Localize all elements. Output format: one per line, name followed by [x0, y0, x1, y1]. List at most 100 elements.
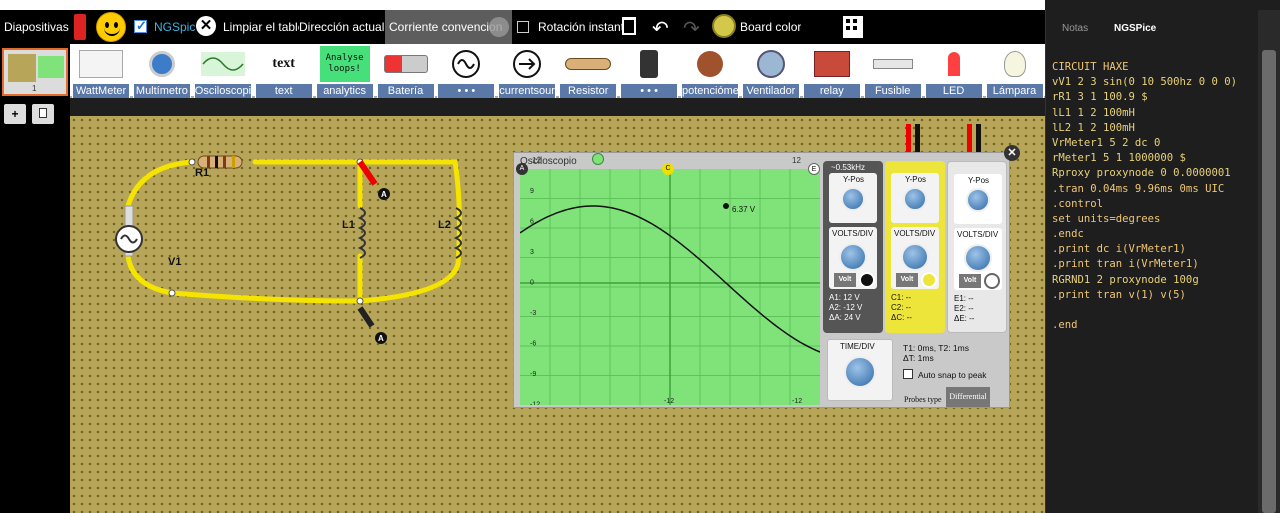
component-label: WattMeter — [73, 84, 129, 98]
component-resistor[interactable]: Resistor — [559, 44, 618, 98]
ch-e-ypos-knob[interactable] — [966, 188, 990, 212]
code-line: .print dc i(VrMeter1) — [1052, 243, 1186, 256]
ch-a-volts-label: VOLTS/DIV — [832, 229, 874, 238]
ch-c-volt-button[interactable]: Volt — [896, 273, 918, 287]
ch-a-volts-knob[interactable] — [839, 243, 867, 271]
component-lamp[interactable]: Lámpara — [985, 44, 1044, 98]
oscilloscope[interactable]: Osciloscopio 12 12 ✕ 6.37 V 9 6 3 0 -3 -6 -9 -1… — [513, 145, 1020, 408]
slide-thumbnail[interactable]: 1 — [2, 48, 68, 96]
board-color-icon[interactable] — [712, 14, 736, 38]
inductor-l2[interactable] — [453, 207, 462, 259]
code-line: .end — [1052, 319, 1078, 332]
ch-e-readout2: E2: -- — [954, 304, 974, 313]
ch-a-volt-button[interactable]: Volt — [834, 273, 856, 287]
ngspice-code[interactable]: CIRCUIT HAXE vV1 2 3 sin(0 10 500hz 0 0 0… — [1052, 60, 1252, 333]
code-line: .endc — [1052, 228, 1084, 241]
component-text[interactable]: text text — [254, 44, 313, 98]
component-battery[interactable]: Batería — [376, 44, 435, 98]
y-tick-label: -12 — [530, 402, 540, 406]
component-current-source[interactable]: currentsource — [498, 44, 557, 98]
fan-icon — [746, 46, 796, 82]
circuit-canvas[interactable]: R1 V1 L1 L2 A A — [70, 116, 1045, 513]
probe-red[interactable] — [357, 160, 390, 200]
component-label: Batería — [377, 84, 434, 98]
osc-settings-icon[interactable] — [592, 153, 604, 165]
ch-c-play-icon[interactable] — [921, 272, 937, 288]
l2-label: L2 — [438, 219, 451, 231]
ch-a-play-icon[interactable] — [859, 272, 875, 288]
ch-a-ypos-knob[interactable] — [841, 187, 865, 211]
channel-c-panel: Y-Pos VOLTS/DIV Volt C1: -- C2: -- ΔC: -… — [885, 161, 945, 333]
component-oscilloscope[interactable]: Osciloscopio — [193, 44, 252, 98]
timediv-knob[interactable] — [844, 356, 876, 388]
component-label: Osciloscopio — [194, 84, 251, 98]
current-direction-select[interactable]: Corriente convencional — [385, 10, 512, 44]
osc-close-icon[interactable]: ✕ — [1004, 145, 1020, 161]
differential-button[interactable]: Differential — [946, 387, 990, 407]
power-switch-icon[interactable] — [74, 14, 86, 40]
t-readout: T1: 0ms, T2: 1ms — [903, 343, 969, 353]
ch-e-ypos-box: Y-Pos — [954, 174, 1002, 224]
trash-icon[interactable] — [622, 17, 636, 35]
right-panel: Notas NGSPice — [1045, 10, 1257, 513]
component-multimeter[interactable]: Multímetro — [132, 44, 191, 98]
clear-board-button[interactable]: Limpiar el tablero — [223, 20, 299, 34]
osc-top-right: 12 — [792, 156, 801, 165]
wire-right-loop — [357, 159, 462, 304]
ch-c-readout1: C1: -- — [891, 293, 911, 302]
ch-c-volts-knob[interactable] — [901, 243, 929, 271]
component-label: text — [255, 84, 312, 98]
component-switch[interactable]: • • • — [620, 44, 679, 98]
ac-source-v1[interactable] — [115, 205, 143, 257]
component-analyse[interactable]: Analyse loops! analytics — [315, 44, 374, 98]
oscilloscope-icon — [198, 46, 248, 82]
top-strip — [0, 0, 1045, 10]
probe-black[interactable] — [357, 306, 387, 344]
relay-icon — [807, 46, 857, 82]
building-icon[interactable] — [843, 16, 863, 38]
scope-probe-plugs — [906, 124, 981, 152]
tab-ngspice[interactable]: NGSPice — [1114, 23, 1157, 34]
component-led[interactable]: LED — [924, 44, 983, 98]
tab-notas[interactable]: Notas — [1062, 23, 1089, 34]
slides-label: Diapositivas — [4, 20, 69, 34]
redo-icon[interactable]: ↷ — [683, 18, 700, 40]
scrollbar-thumb[interactable] — [1262, 50, 1276, 513]
osc-bottom-center: -12 — [664, 398, 674, 405]
resistor-r1[interactable] — [197, 155, 243, 169]
component-ac-source[interactable]: • • • — [437, 44, 496, 98]
fuse-icon — [868, 46, 918, 82]
channel-e-panel: Y-Pos VOLTS/DIV Volt E1: -- E2: -- ΔE: -… — [947, 161, 1007, 333]
rotation-checkbox[interactable] — [517, 21, 529, 33]
autosnap-checkbox[interactable] — [903, 369, 913, 379]
rotation-label: Rotación instantá — [538, 20, 622, 34]
ngspice-checkbox[interactable]: ✓ — [134, 18, 147, 33]
code-line: VrMeter1 5 2 dc 0 — [1052, 136, 1161, 149]
autosnap-label: Auto snap to peak — [918, 370, 987, 380]
duplicate-slide-icon[interactable] — [32, 104, 54, 124]
undo-icon[interactable]: ↶ — [652, 18, 669, 40]
ch-e-volts-box: VOLTS/DIV Volt — [954, 228, 1002, 290]
marker-c[interactable]: C — [662, 163, 674, 175]
ch-e-volt-button[interactable]: Volt — [959, 274, 981, 288]
component-fan[interactable]: Ventilador — [741, 44, 800, 98]
marker-a[interactable]: A — [516, 163, 528, 175]
add-slide-button[interactable]: + — [4, 104, 26, 124]
channel-a-panel: ~0.53kHz Y-Pos VOLTS/DIV Volt A1: 12 V A… — [823, 161, 883, 333]
component-wattmeter[interactable]: WattMeter — [72, 44, 130, 98]
board-color-button[interactable]: Board color — [740, 20, 802, 34]
ch-e-volts-knob[interactable] — [964, 244, 992, 272]
inductor-l1[interactable] — [357, 207, 366, 259]
ch-c-ypos-knob[interactable] — [903, 187, 927, 211]
component-label: Ventilador — [742, 84, 799, 98]
component-fuse[interactable]: Fusible — [863, 44, 922, 98]
smiley-icon[interactable] — [96, 12, 126, 42]
ngspice-label: NGSpice — [154, 20, 196, 34]
component-potentiometer[interactable]: potenciómetro — [681, 44, 739, 98]
marker-e[interactable]: E — [808, 163, 820, 175]
component-relay[interactable]: relay — [802, 44, 861, 98]
scrollbar[interactable] — [1258, 10, 1280, 513]
slide-number: 1 — [32, 84, 37, 93]
clear-icon[interactable]: ✕ — [196, 16, 216, 36]
ch-e-play-icon[interactable] — [984, 273, 1000, 289]
